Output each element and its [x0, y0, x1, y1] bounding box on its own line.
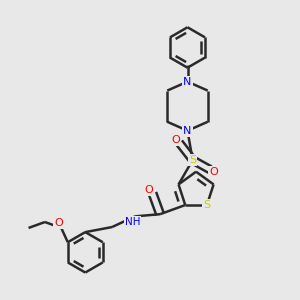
Text: N: N: [183, 126, 192, 136]
Text: S: S: [203, 200, 211, 210]
Text: NH: NH: [125, 217, 140, 227]
Text: S: S: [189, 155, 196, 165]
Text: O: O: [171, 135, 180, 145]
Text: O: O: [209, 167, 218, 177]
Text: O: O: [54, 218, 63, 228]
Text: O: O: [145, 185, 153, 195]
Text: N: N: [183, 77, 192, 87]
